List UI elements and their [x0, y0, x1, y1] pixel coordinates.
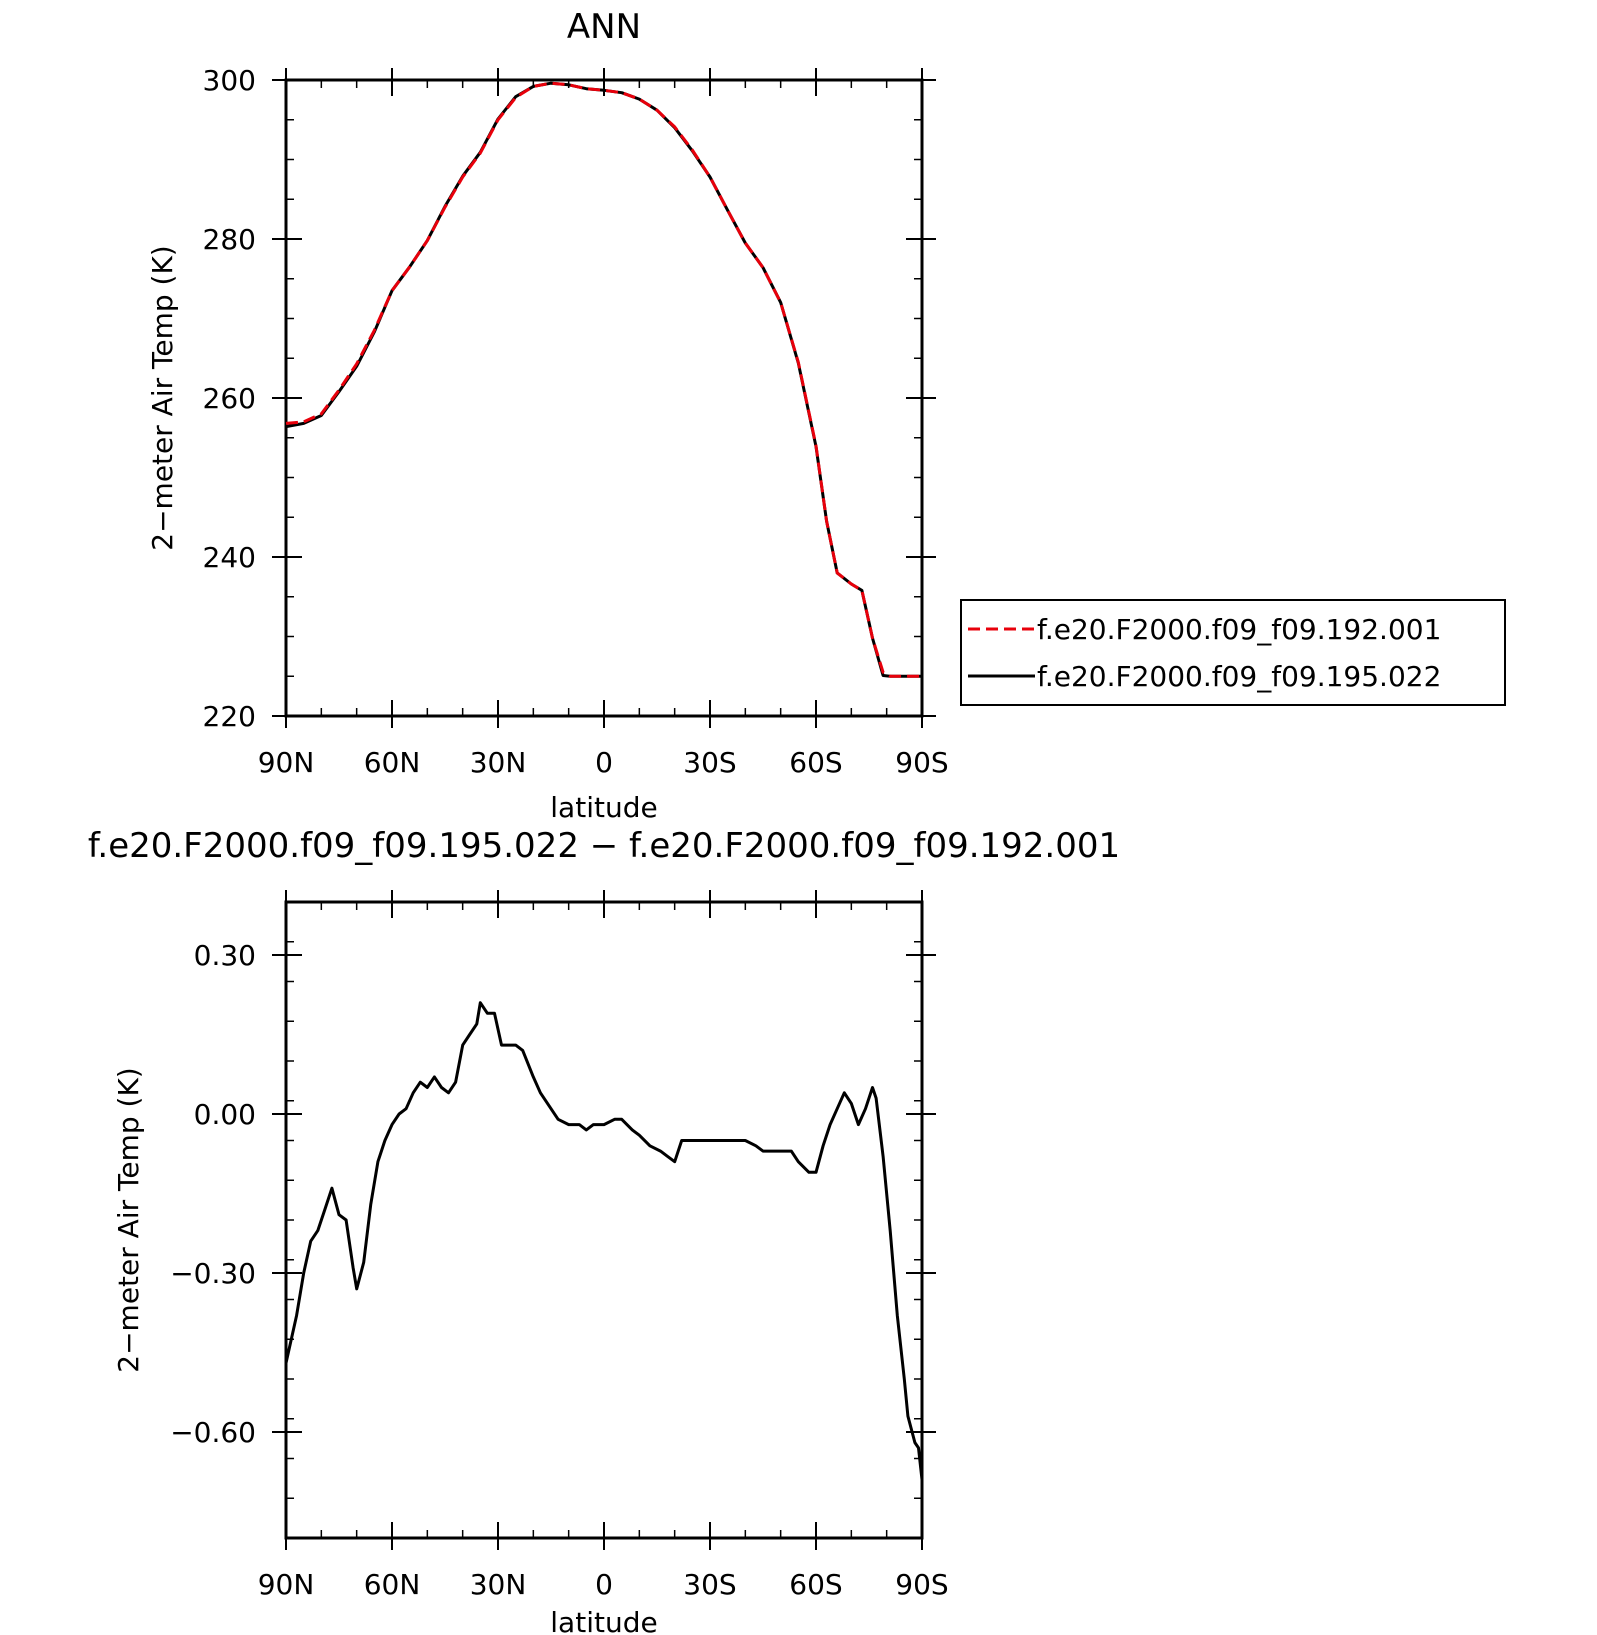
bottom-y-axis-label: 2−meter Air Temp (K): [112, 1067, 145, 1372]
top-x-tick-label: 60N: [364, 746, 421, 779]
bottom-x-ticks: 90N 60N 30N 0 30S 60S 90S: [258, 890, 949, 1601]
legend-box: [960, 599, 1506, 706]
top-y-tick-label: 300: [203, 64, 256, 97]
legend-label-192: f.e20.F2000.f09_f09.192.001: [1037, 613, 1441, 646]
top-y-axis-label: 2−meter Air Temp (K): [146, 245, 179, 550]
bottom-y-ticks: −0.60 −0.30 0.00 0.30: [170, 901, 936, 1539]
top-plot-title: ANN: [567, 7, 641, 47]
bottom-x-axis-label: latitude: [550, 1606, 657, 1635]
bottom-x-tick-label: 60S: [789, 1568, 842, 1601]
legend-label-195: f.e20.F2000.f09_f09.195.022: [1037, 660, 1441, 693]
legend: f.e20.F2000.f09_f09.192.001 f.e20.F2000.…: [960, 599, 1506, 706]
bottom-x-tick-label: 30N: [470, 1568, 527, 1601]
top-x-tick-label: 60S: [789, 746, 842, 779]
top-series-line-1: [285, 81, 922, 678]
top-x-tick-label: 30S: [683, 746, 736, 779]
top-x-axis-label: latitude: [550, 791, 657, 824]
bottom-y-tick-label: 0.00: [194, 1098, 256, 1131]
top-y-tick-label: 220: [203, 700, 256, 733]
top-series-line-0: [285, 81, 922, 678]
top-y-tick-label: 260: [203, 382, 256, 415]
top-y-tick-label: 240: [203, 541, 256, 574]
bottom-y-tick-label: −0.60: [170, 1416, 256, 1449]
bottom-y-tick-label: −0.30: [170, 1257, 256, 1290]
bottom-x-tick-label: 0: [595, 1568, 613, 1601]
top-y-tick-label: 280: [203, 223, 256, 256]
bottom-plot-title: f.e20.F2000.f09_f09.195.022 − f.e20.F200…: [88, 826, 1120, 866]
top-x-tick-label: 30N: [470, 746, 527, 779]
bottom-panel: f.e20.F2000.f09_f09.195.022 − f.e20.F200…: [88, 826, 1120, 1635]
top-plot-frame: [284, 78, 924, 718]
bottom-plot-frame: [284, 900, 924, 1540]
top-x-ticks: 90N 60N 30N 0 30S 60S 90S: [258, 68, 949, 779]
bottom-x-tick-label: 60N: [364, 1568, 421, 1601]
bottom-series: [284, 1001, 924, 1480]
bottom-x-tick-label: 90N: [258, 1568, 315, 1601]
top-x-tick-label: 0: [595, 746, 613, 779]
bottom-x-tick-label: 90S: [895, 1568, 948, 1601]
bottom-x-tick-label: 30S: [683, 1568, 736, 1601]
bottom-series-line-0: [284, 1001, 924, 1480]
top-series: [285, 81, 922, 678]
top-x-tick-label: 90S: [895, 746, 948, 779]
top-x-tick-label: 90N: [258, 746, 315, 779]
bottom-y-tick-label: 0.30: [194, 939, 256, 972]
top-y-ticks: 220 240 260 280 300: [203, 64, 936, 733]
